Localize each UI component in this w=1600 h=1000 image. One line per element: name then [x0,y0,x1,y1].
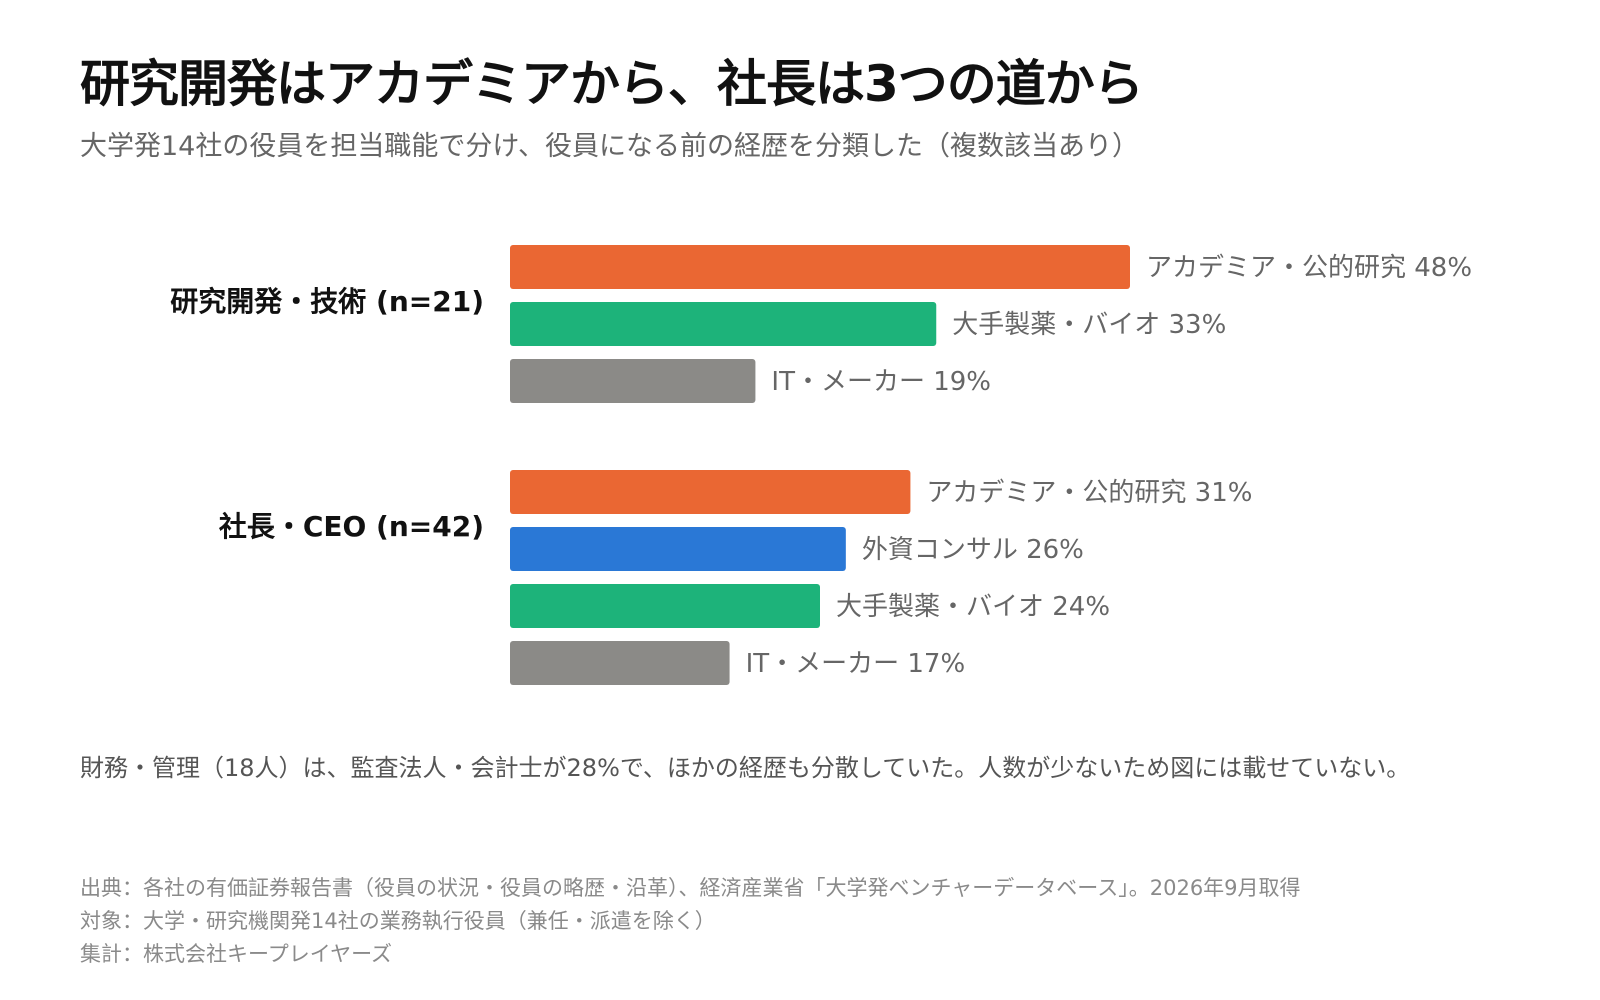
bar-label: 大手製薬・バイオ 24% [836,592,1110,622]
bar-label: 外資コンサル 26% [862,535,1084,565]
bar-label: アカデミア・公的研究 31% [926,478,1252,508]
bar [510,302,937,346]
footer-source: 出典：各社の有価証券報告書（役員の状況・役員の略歴・沿革）、経済産業省「大学発ベ… [80,876,1301,900]
footer-target: 対象：大学・研究機関発14社の業務執行役員（兼任・派遣を除く） [80,909,716,933]
bar-label: アカデミア・公的研究 48% [1146,253,1472,283]
chart-title: 研究開発はアカデミアから、社長は3つの道から [80,55,1144,113]
footer-tally: 集計：株式会社キープレイヤーズ [80,942,393,966]
bar [510,245,1130,289]
bar-label: IT・メーカー 19% [771,367,991,397]
bar-label: IT・メーカー 17% [746,649,966,679]
bar-chart: 研究開発・技術 (n=21) アカデミア・公的研究 48% 大手製薬・バイオ 33%… [170,245,1472,685]
bar [510,470,911,514]
chart-note: 財務・管理（18人）は、監査法人・会計士が28%で、ほかの経歴も分散していた。人… [80,754,1411,782]
bar [510,359,756,403]
group-label: 社長・CEO (n=42) [219,510,484,543]
bar-label: 大手製薬・バイオ 33% [952,310,1226,340]
footer: 出典：各社の有価証券報告書（役員の状況・役員の略歴・沿革）、経済産業省「大学発ベ… [80,872,1301,971]
bar [510,584,820,628]
group-label: 研究開発・技術 (n=21) [170,285,484,318]
chart-subtitle: 大学発14社の役員を担当職能で分け、役員になる前の経歴を分類した（複数該当あり） [80,131,1140,162]
bar [510,527,846,571]
bar [510,641,730,685]
